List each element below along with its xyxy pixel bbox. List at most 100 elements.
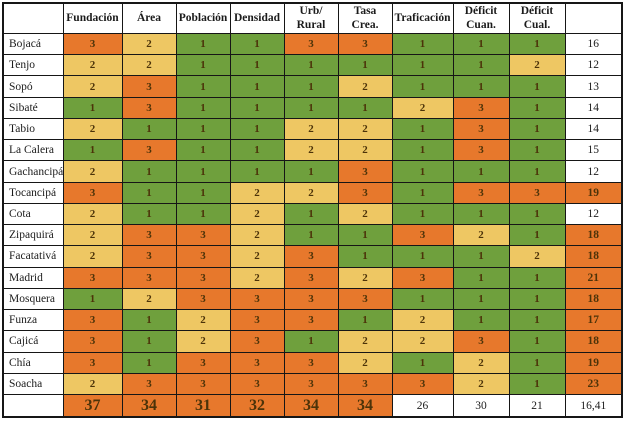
score-cell: 2 [283, 181, 339, 204]
score-cell: 1 [62, 287, 123, 311]
score-cell: 2 [508, 245, 566, 268]
score-cell: 1 [452, 160, 510, 183]
corner-cell [2, 2, 64, 34]
column-header-2: Población [175, 2, 231, 34]
score-cell: 3 [229, 309, 285, 332]
score-cell: 1 [121, 181, 177, 204]
table-row: Mosquera 1 2 3 3 3 3 1 1 1 18 [2, 287, 623, 311]
score-cell: 1 [508, 75, 566, 98]
score-cell: 2 [391, 330, 454, 353]
score-cell: 1 [452, 309, 510, 332]
table-row: Tenjo 2 2 1 1 1 1 1 1 2 12 [2, 54, 623, 77]
row-total-cell: 14 [564, 117, 623, 141]
score-cell: 3 [337, 181, 393, 204]
score-cell: 2 [62, 245, 123, 268]
score-cell: 2 [62, 54, 123, 77]
score-cell: 2 [229, 266, 285, 289]
column-total-cell: 34 [283, 394, 339, 418]
score-cell: 1 [452, 54, 510, 77]
score-cell: 3 [62, 181, 123, 204]
score-cell: 1 [391, 54, 454, 77]
row-label: Funza [2, 309, 64, 332]
row-label: Chía [2, 351, 64, 374]
table-body: Bojacá 3 2 1 1 3 3 1 1 1 16 Tenjo 2 2 1 1 1 1 1 1 2 12 Sopó 2 3 1… [2, 32, 623, 396]
score-cell: 3 [121, 372, 177, 396]
score-cell: 1 [121, 202, 177, 226]
score-cell: 1 [452, 245, 510, 268]
score-cell: 3 [121, 245, 177, 268]
score-cell: 3 [121, 96, 177, 119]
column-header-8: Déficit Cual. [508, 2, 566, 34]
score-cell: 2 [508, 54, 566, 77]
table-row: Gachancipá 2 1 1 1 1 3 1 1 1 12 [2, 160, 623, 183]
score-cell: 3 [62, 351, 123, 374]
row-total-cell: 19 [564, 181, 623, 204]
score-cell: 1 [229, 54, 285, 77]
score-cell: 3 [229, 351, 285, 374]
column-total-cell: 34 [121, 394, 177, 418]
score-cell: 2 [337, 351, 393, 374]
score-cell: 3 [62, 32, 123, 56]
score-cell: 3 [337, 160, 393, 183]
score-cell: 1 [391, 160, 454, 183]
score-cell: 1 [337, 224, 393, 247]
score-cell: 1 [391, 117, 454, 141]
score-cell: 1 [391, 245, 454, 268]
score-cell: 2 [391, 96, 454, 119]
score-cell: 2 [337, 266, 393, 289]
score-cell: 1 [175, 139, 231, 162]
score-cell: 1 [452, 75, 510, 98]
row-total-cell: 18 [564, 330, 623, 353]
score-cell: 1 [508, 117, 566, 141]
score-cell: 3 [175, 372, 231, 396]
row-total-cell: 18 [564, 245, 623, 268]
column-header-0: Fundación [62, 2, 123, 34]
row-total-cell: 12 [564, 202, 623, 226]
score-cell: 1 [283, 54, 339, 77]
table-row: Tocancipá 3 1 1 2 2 3 1 3 3 19 [2, 181, 623, 204]
row-label: Cajicá [2, 330, 64, 353]
row-total-cell: 17 [564, 309, 623, 332]
score-cell: 2 [337, 139, 393, 162]
column-total-cell: 26 [391, 394, 454, 418]
row-label: Soacha [2, 372, 64, 396]
table-row: Bojacá 3 2 1 1 3 3 1 1 1 16 [2, 32, 623, 56]
score-cell: 1 [508, 266, 566, 289]
score-cell: 2 [283, 117, 339, 141]
score-cell: 2 [452, 351, 510, 374]
score-cell: 1 [452, 32, 510, 56]
score-cell: 1 [283, 330, 339, 353]
score-cell: 3 [508, 181, 566, 204]
score-cell: 1 [121, 160, 177, 183]
score-cell: 3 [283, 287, 339, 311]
score-cell: 3 [283, 32, 339, 56]
score-cell: 1 [121, 309, 177, 332]
score-cell: 1 [283, 202, 339, 226]
score-cell: 3 [62, 309, 123, 332]
score-cell: 1 [452, 266, 510, 289]
row-label: Tabio [2, 117, 64, 141]
score-cell: 2 [62, 75, 123, 98]
score-cell: 3 [229, 372, 285, 396]
score-cell: 3 [283, 245, 339, 268]
table-footer: 37 34 31 32 34 34 26 30 21 16,41 [2, 394, 623, 418]
table-row: Cota 2 1 1 2 1 2 1 1 1 12 [2, 202, 623, 226]
row-label: Sopó [2, 75, 64, 98]
column-total-cell: 31 [175, 394, 231, 418]
score-cell: 3 [229, 287, 285, 311]
row-label: Bojacá [2, 32, 64, 56]
row-label: Zipaquirá [2, 224, 64, 247]
score-cell: 1 [175, 160, 231, 183]
score-cell: 3 [452, 96, 510, 119]
score-cell: 3 [452, 330, 510, 353]
score-cell: 2 [62, 117, 123, 141]
row-label: Gachancipá [2, 160, 64, 183]
score-cell: 2 [121, 287, 177, 311]
score-cell: 3 [337, 287, 393, 311]
column-header-6: Traficación [391, 2, 454, 34]
score-cell: 3 [175, 266, 231, 289]
score-cell: 2 [62, 202, 123, 226]
row-label: La Calera [2, 139, 64, 162]
score-cell: 1 [337, 96, 393, 119]
